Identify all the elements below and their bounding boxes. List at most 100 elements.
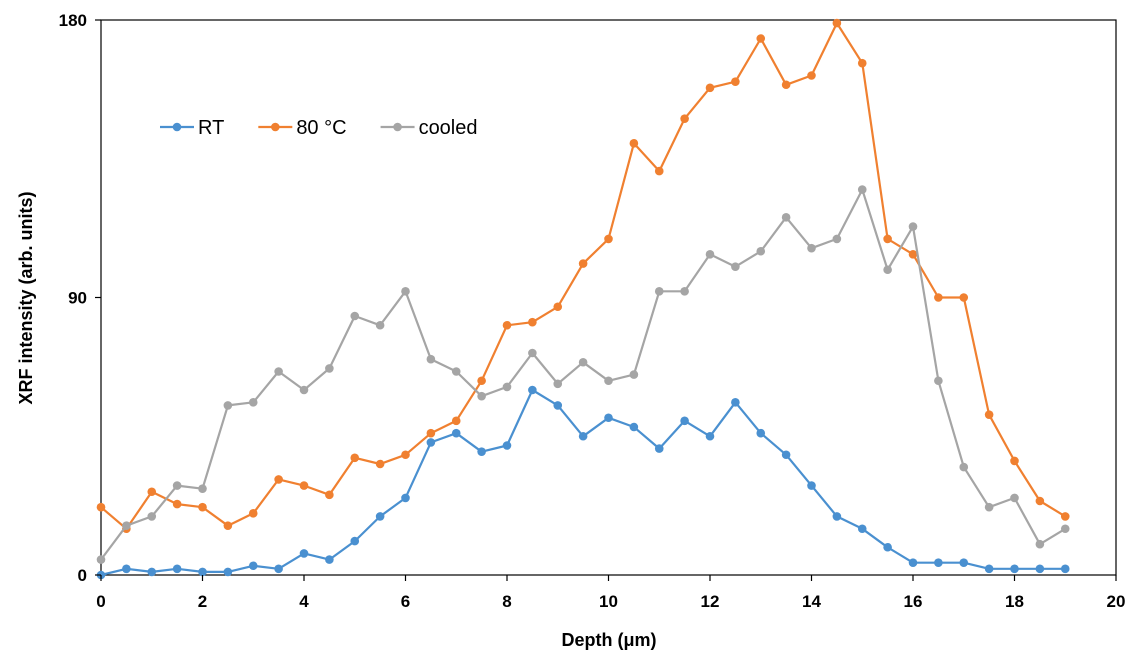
data-point-rt	[959, 558, 969, 567]
axes: 0 2 4 6 8 10 12 14 16 18 20 0 90 180	[59, 11, 1126, 611]
data-point-cooled	[807, 243, 816, 253]
data-point-rt	[705, 431, 715, 441]
data-point-80-c	[198, 502, 207, 512]
data-point-cooled	[908, 222, 918, 231]
data-point-cooled	[857, 185, 867, 194]
x-tick-label: 18	[1005, 592, 1024, 611]
data-point-cooled	[578, 357, 588, 367]
legend-marker	[393, 122, 402, 132]
x-tick-label: 10	[599, 592, 618, 611]
data-point-rt	[451, 428, 461, 438]
legend-entry: cooled	[380, 117, 478, 139]
data-point-80-c	[883, 234, 892, 244]
data-point-cooled	[629, 370, 639, 379]
data-point-cooled	[984, 502, 994, 512]
data-point-rt	[325, 555, 334, 564]
data-point-cooled	[1060, 524, 1070, 534]
data-point-80-c	[908, 250, 918, 259]
data-point-80-c	[553, 302, 563, 312]
data-point-cooled	[654, 287, 664, 296]
series-layer	[96, 18, 1070, 580]
data-point-cooled	[426, 354, 436, 364]
x-tick-label: 6	[401, 592, 410, 611]
x-tick-label: 2	[198, 592, 207, 611]
data-point-80-c	[299, 481, 309, 490]
data-point-rt	[223, 567, 233, 577]
data-point-80-c	[325, 490, 334, 500]
data-point-80-c	[604, 234, 613, 244]
data-point-80-c	[451, 416, 461, 426]
data-point-80-c	[426, 428, 436, 438]
data-point-80-c	[832, 18, 842, 28]
data-point-cooled	[350, 311, 360, 321]
data-point-rt	[147, 567, 157, 577]
data-point-rt	[477, 447, 486, 456]
data-point-cooled	[680, 287, 689, 296]
data-point-rt	[198, 567, 207, 577]
series-line-rt	[100, 388, 1066, 577]
data-point-80-c	[959, 293, 969, 302]
data-point-80-c	[984, 410, 994, 419]
data-point-80-c	[629, 139, 639, 148]
data-point-rt	[857, 524, 867, 534]
data-point-80-c	[1035, 496, 1045, 506]
data-point-rt	[1035, 564, 1045, 574]
data-point-rt	[502, 441, 512, 450]
data-point-80-c	[248, 509, 258, 518]
data-point-cooled	[96, 555, 106, 564]
legend-label: cooled	[419, 117, 478, 139]
data-point-80-c	[477, 376, 486, 386]
data-point-rt	[629, 422, 639, 432]
legend-label: 80 °C	[296, 117, 346, 139]
data-point-rt	[553, 401, 563, 410]
data-point-rt	[908, 558, 918, 567]
data-point-rt	[984, 564, 994, 574]
x-tick-label: 20	[1107, 592, 1126, 611]
data-point-rt	[1010, 564, 1019, 574]
data-point-rt	[578, 431, 588, 441]
y-tick-label: 180	[59, 11, 87, 30]
data-point-cooled	[451, 367, 461, 376]
data-point-80-c	[350, 453, 360, 463]
y-tick-label: 0	[78, 566, 87, 585]
data-point-cooled	[274, 367, 283, 376]
data-point-cooled	[1035, 539, 1045, 549]
legend-entry: RT	[160, 117, 224, 139]
data-point-rt	[248, 561, 258, 571]
data-point-80-c	[934, 293, 943, 302]
data-point-rt	[528, 385, 537, 395]
data-point-rt	[350, 536, 360, 546]
data-point-cooled	[477, 391, 486, 401]
data-point-cooled	[959, 462, 969, 472]
data-point-cooled	[147, 512, 157, 521]
data-point-rt	[299, 549, 309, 558]
data-point-80-c	[1060, 512, 1070, 521]
y-tick-label: 90	[68, 289, 87, 308]
data-point-80-c	[781, 80, 791, 90]
data-point-rt	[1060, 564, 1070, 574]
data-point-rt	[604, 413, 613, 423]
data-point-cooled	[172, 481, 182, 490]
data-point-80-c	[857, 58, 867, 68]
x-tick-label: 14	[802, 592, 821, 611]
data-point-80-c	[96, 502, 106, 512]
data-point-rt	[274, 564, 283, 574]
data-point-cooled	[1010, 493, 1019, 503]
legend: RT 80 °C cooled	[160, 117, 478, 139]
x-axis-title: Depth (μm)	[561, 630, 656, 650]
data-point-rt	[731, 398, 740, 407]
data-point-80-c	[731, 77, 740, 86]
data-point-rt	[122, 564, 131, 574]
x-tick-label: 8	[502, 592, 511, 611]
data-point-80-c	[223, 521, 233, 530]
data-point-80-c	[654, 166, 664, 176]
data-point-rt	[680, 416, 689, 426]
data-point-rt	[401, 493, 410, 503]
data-point-rt	[781, 450, 791, 460]
x-tick-label: 0	[96, 592, 105, 611]
x-tick-label: 4	[299, 592, 309, 611]
data-point-cooled	[528, 348, 537, 358]
data-point-cooled	[604, 376, 613, 386]
data-point-80-c	[807, 71, 816, 80]
